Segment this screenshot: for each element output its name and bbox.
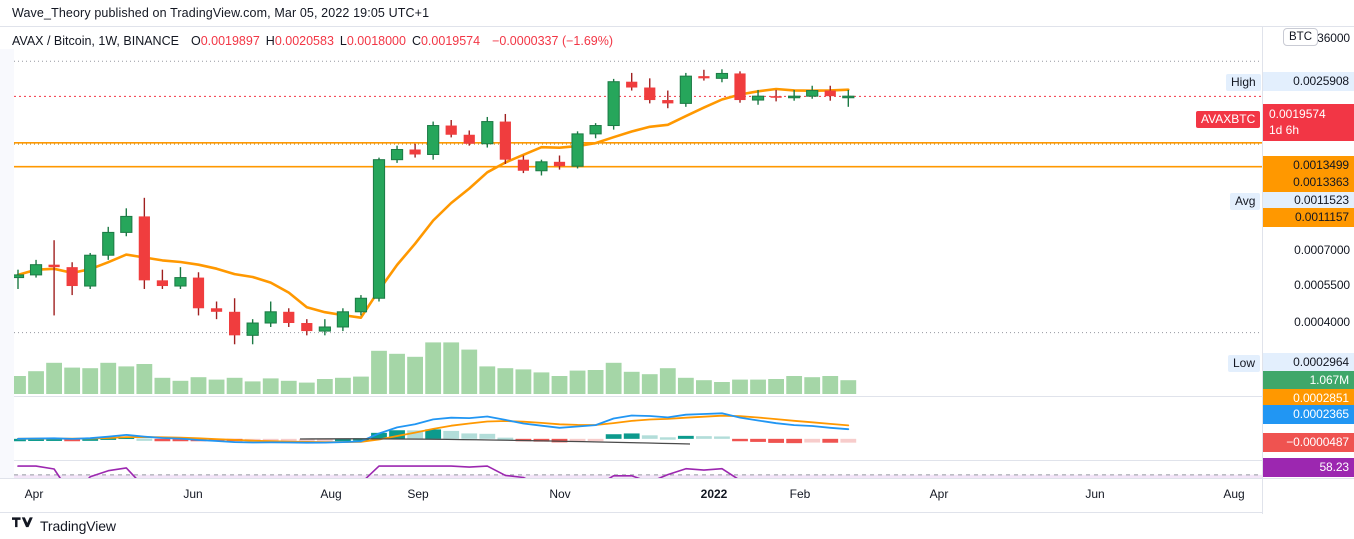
current-price-countdown: 1d 6h (1269, 123, 1300, 137)
legend-close-value: 0.0019574 (420, 34, 481, 48)
price-scale-rsi-value[interactable]: 58.23 (1263, 458, 1354, 477)
avg-tag[interactable]: Avg (1230, 193, 1261, 210)
current-price-value: 0.0019574 (1269, 107, 1326, 121)
tradingview-wordmark: TradingView (40, 518, 116, 534)
time-scale[interactable]: Apr Jun Aug Sep Nov 2022 Feb Apr Jun Aug (0, 478, 1354, 513)
price-scale-band-mid-value[interactable]: 0.0013363 (1263, 173, 1354, 192)
time-scale-divider (1262, 479, 1263, 513)
low-tag[interactable]: Low (1228, 355, 1261, 372)
current-price-badge[interactable]: 0.0019574 1d 6h (1263, 104, 1354, 141)
time-tick-label: Jun (183, 487, 203, 501)
macd-chart-svg (10, 412, 857, 445)
price-scale-macd-signal-value[interactable]: 0.0002851 (1263, 389, 1354, 408)
legend-low-label: L (339, 34, 347, 48)
legend-low-value: 0.0018000 (346, 34, 406, 48)
legend-open-label: O (190, 34, 201, 48)
tradingview-logo[interactable]: TradingView (0, 517, 116, 535)
macd-histogram (10, 429, 857, 444)
time-tick-label: Aug (1223, 487, 1245, 501)
attribution-text: Wave_Theory published on TradingView.com… (12, 6, 430, 20)
price-tick-label: 0.0005500 (1294, 278, 1350, 292)
macd-pane[interactable] (0, 396, 1262, 459)
price-tick-label: 0.0007000 (1294, 243, 1350, 257)
time-tick-label: Sep (407, 487, 429, 501)
time-tick-label: Aug (320, 487, 342, 501)
legend-high-label: H (265, 34, 275, 48)
currency-pill[interactable]: BTC (1283, 28, 1318, 46)
left-edge-shade (0, 49, 14, 505)
time-tick-label: Apr (929, 487, 949, 501)
legend-close-label: C (411, 34, 421, 48)
candlestick-series[interactable] (11, 69, 855, 345)
price-scale-avg-value[interactable]: 0.0011523 (1263, 191, 1354, 210)
legend-high-value: 0.0020583 (274, 34, 334, 48)
high-tag[interactable]: High (1226, 74, 1261, 91)
price-scale-macd-hist-value[interactable]: −0.0000487 (1263, 433, 1354, 452)
price-scale[interactable]: BTC 0.0036000 0.0007000 0.0005500 0.0004000… (1262, 27, 1354, 514)
price-scale-high-value[interactable]: 0.0025908 (1263, 72, 1354, 91)
time-tick-label: 2022 (700, 487, 728, 501)
macd-trendline (299, 438, 691, 445)
price-scale-low-value[interactable]: 0.0002964 (1263, 353, 1354, 372)
macd-line (17, 412, 850, 444)
price-scale-band-upper-value[interactable]: 0.0013499 (1263, 156, 1354, 175)
legend-open-value: 0.0019897 (200, 34, 260, 48)
legend-symbol[interactable]: AVAX / Bitcoin, 1W, BINANCE (12, 34, 179, 48)
tradingview-mark-icon (12, 517, 34, 535)
time-tick-label: Jun (1085, 487, 1105, 501)
price-scale-macd-line-value[interactable]: 0.0002365 (1263, 405, 1354, 424)
attribution-bar: Wave_Theory published on TradingView.com… (0, 0, 1354, 26)
time-tick-label: Apr (24, 487, 44, 501)
price-pane[interactable] (0, 49, 1262, 394)
moving-average-line (16, 87, 850, 319)
price-scale-band-lower-value[interactable]: 0.0011157 (1263, 208, 1354, 227)
volume-bars (10, 342, 857, 394)
chart-legend[interactable]: AVAX / Bitcoin, 1W, BINANCE O0.0019897 H0.… (12, 34, 613, 48)
time-tick-label: Nov (549, 487, 571, 501)
footer-bar: TradingView (0, 513, 1354, 539)
symbol-tag[interactable]: AVAXBTC (1196, 111, 1261, 128)
price-scale-volume-value[interactable]: 1.067M (1263, 371, 1354, 390)
price-tick-label: 0.0004000 (1294, 315, 1350, 329)
time-tick-label: Feb (789, 487, 811, 501)
legend-change: −0.0000337 (−1.69%) (492, 34, 614, 48)
chart-frame: AVAX / Bitcoin, 1W, BINANCE O0.0019897 H0.… (0, 26, 1354, 514)
price-chart-svg (10, 60, 1262, 394)
